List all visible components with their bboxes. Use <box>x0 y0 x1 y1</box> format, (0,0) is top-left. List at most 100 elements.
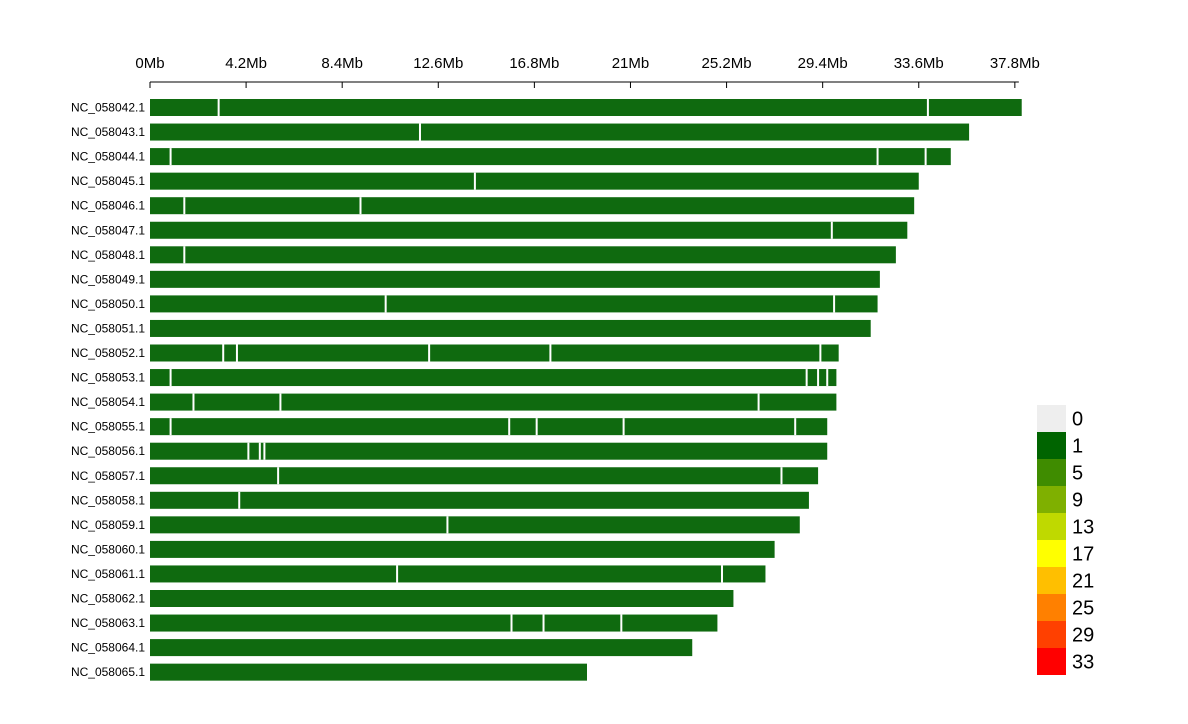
chromosome-label: NC_058056.1 <box>71 444 145 458</box>
legend-swatch <box>1037 567 1066 594</box>
density-gap <box>622 418 625 436</box>
density-gap <box>263 442 266 460</box>
legend-swatch <box>1037 513 1066 540</box>
chromosome-row: NC_058052.1 <box>71 344 839 362</box>
chromosome-bar <box>150 393 837 411</box>
chromosome-label: NC_058052.1 <box>71 346 145 360</box>
chromosome-bar <box>150 270 880 288</box>
chromosome-label: NC_058042.1 <box>71 101 145 115</box>
legend-label: 25 <box>1072 598 1094 620</box>
density-gap <box>277 467 280 485</box>
density-gap <box>238 491 241 509</box>
chromosome-label: NC_058060.1 <box>71 542 145 556</box>
density-gap <box>549 344 552 362</box>
legend-swatch <box>1037 405 1066 432</box>
density-gap <box>396 565 399 583</box>
chromosome-bar <box>150 467 819 485</box>
chromosome-row: NC_058058.1 <box>71 491 809 509</box>
legend-label: 13 <box>1072 517 1094 539</box>
chromosome-row: NC_058065.1 <box>71 663 587 681</box>
chromosome-bar <box>150 442 828 460</box>
chromosome-label: NC_058064.1 <box>71 641 145 655</box>
chromosome-row: NC_058057.1 <box>71 467 819 485</box>
density-gap <box>794 418 797 436</box>
legend-label: 33 <box>1072 652 1094 674</box>
chromosome-label: NC_058049.1 <box>71 272 145 286</box>
legend-swatch <box>1037 432 1066 459</box>
x-tick-label: 33.6Mb <box>894 55 944 72</box>
chromosome-bar <box>150 295 878 313</box>
legend-swatch <box>1037 486 1066 513</box>
chromosome-bar <box>150 418 828 436</box>
chromosome-bar <box>150 172 919 190</box>
density-gap <box>819 344 822 362</box>
density-gap <box>222 344 225 362</box>
chromosome-bar <box>150 221 908 239</box>
chromosome-label: NC_058047.1 <box>71 223 145 237</box>
density-gap <box>192 393 195 411</box>
legend-label: 9 <box>1072 490 1083 512</box>
chromosome-row: NC_058054.1 <box>71 393 837 411</box>
chromosome-row: NC_058061.1 <box>71 565 766 583</box>
density-gap <box>235 344 238 362</box>
chromosome-bar <box>150 491 809 509</box>
density-gap <box>510 614 513 632</box>
chromosome-label: NC_058058.1 <box>71 493 145 507</box>
chromosome-row: NC_058045.1 <box>71 172 919 190</box>
density-gap <box>876 148 879 166</box>
chromosome-bar <box>150 319 871 337</box>
chromosome-row: NC_058048.1 <box>71 246 896 264</box>
x-tick-label: 12.6Mb <box>413 55 463 72</box>
legend-swatch <box>1037 594 1066 621</box>
chromosome-row: NC_058056.1 <box>71 442 828 460</box>
chromosome-label: NC_058065.1 <box>71 665 145 679</box>
legend-swatch <box>1037 621 1066 648</box>
chromosome-row: NC_058047.1 <box>71 221 908 239</box>
chromosome-label: NC_058046.1 <box>71 199 145 213</box>
density-gap <box>830 221 833 239</box>
density-gap <box>258 442 261 460</box>
density-gap <box>924 148 927 166</box>
chromosome-row: NC_058062.1 <box>71 590 734 607</box>
chromosome-bar <box>150 369 837 387</box>
chromosome-label: NC_058059.1 <box>71 518 145 532</box>
x-tick-label: 0Mb <box>135 55 164 72</box>
chromosome-bar <box>150 614 718 632</box>
x-tick-label: 16.8Mb <box>509 55 559 72</box>
density-gap <box>535 418 538 436</box>
chromosome-bar <box>150 663 587 681</box>
chromosome-bar <box>150 590 734 607</box>
density-gap <box>217 99 220 116</box>
chromosome-bar <box>150 148 951 166</box>
chromosome-label: NC_058061.1 <box>71 567 145 581</box>
legend-label: 17 <box>1072 544 1094 566</box>
chromosome-label: NC_058063.1 <box>71 616 145 630</box>
density-gap <box>757 393 760 411</box>
chromosome-label: NC_058050.1 <box>71 297 145 311</box>
density-gap <box>247 442 250 460</box>
density-gap <box>926 99 929 116</box>
density-gap <box>183 197 186 215</box>
x-tick-label: 21Mb <box>612 55 650 72</box>
chromosome-rows: NC_058042.1 NC_058043.1 NC_058044.1 NC_0580… <box>71 99 1022 681</box>
chromosome-label: NC_058044.1 <box>71 150 145 164</box>
legend-label: 5 <box>1072 463 1083 485</box>
density-gap <box>279 393 282 411</box>
chromosome-row: NC_058050.1 <box>71 295 878 313</box>
x-tick-label: 8.4Mb <box>321 55 363 72</box>
chromosome-bar <box>150 123 970 141</box>
x-tick-label: 29.4Mb <box>798 55 848 72</box>
chromosome-bar <box>150 565 766 583</box>
density-gap <box>169 418 172 436</box>
chromosome-bar <box>150 516 800 534</box>
density-gap <box>384 295 387 313</box>
chromosome-row: NC_058044.1 <box>71 148 951 166</box>
density-gap <box>359 197 362 215</box>
legend-label: 21 <box>1072 571 1094 593</box>
chromosome-bar <box>150 197 915 215</box>
legend-label: 29 <box>1072 625 1094 647</box>
chromosome-label: NC_058054.1 <box>71 395 145 409</box>
chromosome-row: NC_058051.1 <box>71 319 871 337</box>
x-axis: 0Mb 4.2Mb 8.4Mb 12.6Mb 16.8Mb 21Mb 25.2Mb 29.4M… <box>135 55 1040 88</box>
chromosome-row: NC_058053.1 <box>71 369 837 387</box>
